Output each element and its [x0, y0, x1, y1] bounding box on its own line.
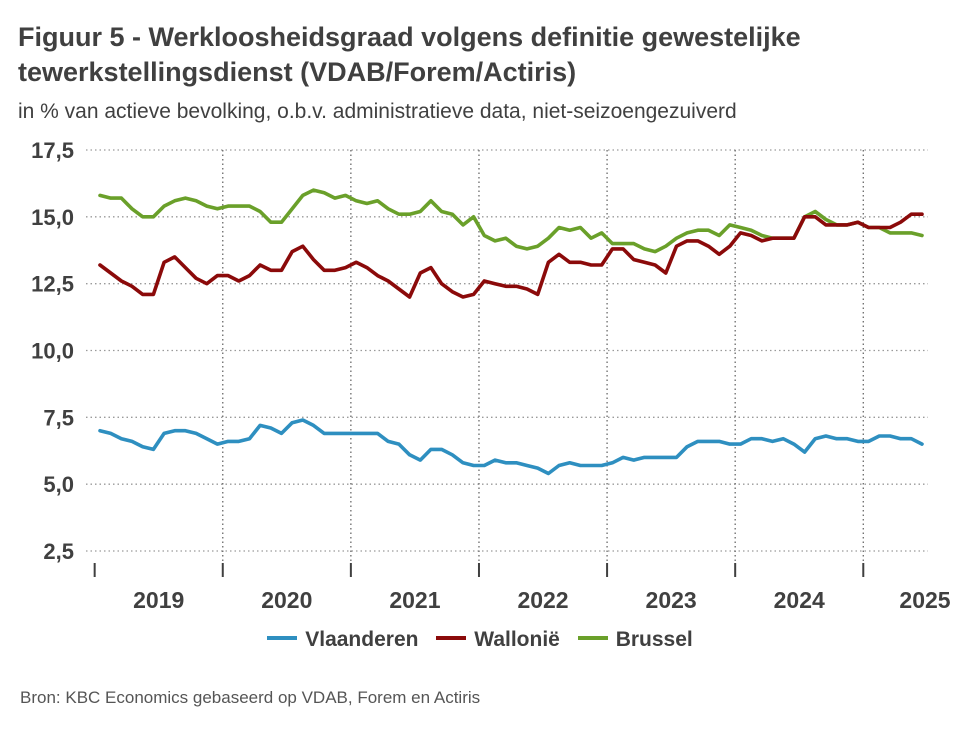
series-line-brussel — [98, 188, 924, 254]
chart-title: Figuur 5 - Werkloosheidsgraad volgens de… — [18, 22, 801, 87]
legend-swatch-wallonie — [436, 636, 467, 641]
legend-swatch-vlaanderen — [267, 636, 298, 641]
x-tick-label: 2025 — [899, 587, 950, 613]
chart-subtitle: in % van actieve bevolking, o.b.v. admin… — [18, 100, 737, 123]
source-note: Bron: KBC Economics gebaseerd op VDAB, F… — [20, 688, 481, 707]
x-tick-label: 2021 — [389, 587, 440, 613]
legend-swatch-brussel — [577, 636, 608, 641]
legend-item-brussel: Brussel — [577, 628, 693, 652]
series-line-wallonie — [98, 212, 924, 299]
legend-label-wallonie: Wallonië — [474, 628, 560, 651]
y-tick-label: 2,5 — [43, 539, 74, 564]
y-tick-label: 17,5 — [31, 138, 74, 163]
x-tick-label: 2024 — [774, 587, 825, 613]
x-tick-label: 2019 — [133, 587, 184, 613]
y-tick-label: 12,5 — [31, 272, 74, 297]
series-line-vlaanderen — [98, 418, 924, 476]
x-tick-label: 2023 — [646, 587, 697, 613]
x-tick-label: 2022 — [517, 587, 568, 613]
y-tick-label: 15,0 — [31, 205, 74, 230]
legend: Vlaanderen Wallonië Brussel — [0, 628, 960, 652]
series-lines — [98, 188, 924, 476]
y-tick-label: 10,0 — [31, 339, 74, 364]
legend-label-vlaanderen: Vlaanderen — [305, 628, 419, 651]
legend-label-brussel: Brussel — [615, 628, 693, 651]
legend-item-vlaanderen: Vlaanderen — [267, 628, 418, 652]
y-tick-label: 5,0 — [43, 472, 74, 497]
grid-lines — [86, 149, 928, 563]
legend-item-wallonie: Wallonië — [436, 628, 560, 652]
x-tick-label: 2020 — [261, 587, 312, 613]
line-chart: 2,55,07,510,012,515,017,5 2019 2020 2021 20… — [31, 138, 951, 613]
x-axis: 2019 2020 2021 2022 2023 2024 2025 — [93, 563, 951, 613]
y-axis: 2,5 5,0 7,5 10,0 12,5 15,0 17,5 — [31, 138, 74, 564]
y-tick-label: 7,5 — [43, 405, 74, 430]
